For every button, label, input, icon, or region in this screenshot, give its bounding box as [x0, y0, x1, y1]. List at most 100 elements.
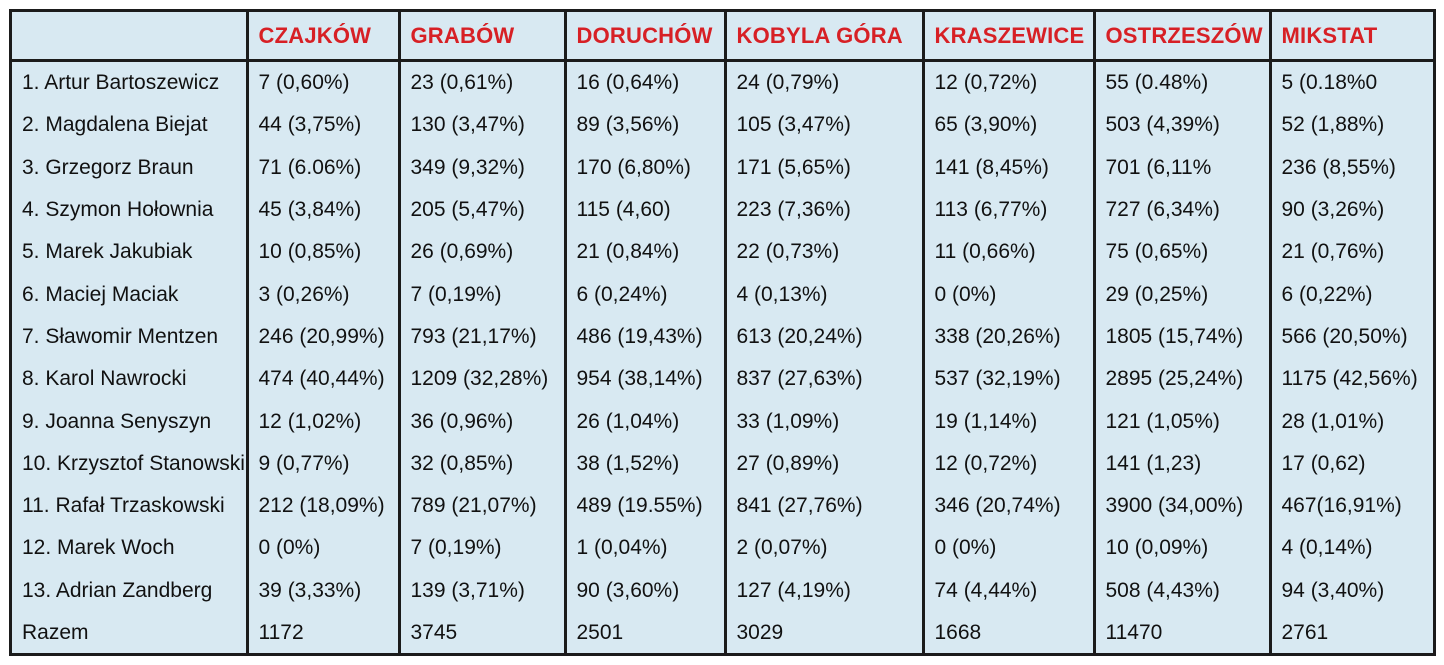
cell-grabow: 349 (9,32%): [399, 146, 567, 189]
cell-candidate: 12. Marek Woch: [12, 527, 249, 570]
cell-doruchow: 1 (0,04%): [565, 527, 727, 570]
cell-grabow: 7 (0,19%): [399, 527, 567, 570]
cell-kobyla-gora: 2 (0,07%): [725, 527, 925, 570]
cell-kobyla-gora: 223 (7,36%): [725, 188, 925, 232]
table-row: 4. Szymon Hołownia 45 (3,84%) 205 (5,47%) 1…: [12, 188, 1433, 232]
table-row: 7. Sławomir Mentzen 246 (20,99%) 793 (21,1…: [12, 315, 1433, 359]
cell-czajkow: 44 (3,75%): [247, 104, 401, 147]
cell-kobyla-gora: 613 (20,24%): [725, 315, 925, 359]
cell-czajkow: 9 (0,77%): [247, 442, 401, 485]
cell-kobyla-gora: 33 (1,09%): [725, 400, 925, 443]
cell-czajkow: 0 (0%): [247, 527, 401, 570]
cell-candidate: 3. Grzegorz Braun: [12, 146, 249, 189]
cell-mikstat: 2761: [1281, 621, 1329, 644]
cell-doruchow: 38 (1,52%): [565, 442, 727, 485]
header-cell-kobyla-gora: KOBYLA GÓRA: [725, 12, 925, 62]
cell-kobyla-gora: 22 (0,73%): [725, 231, 925, 274]
cell-kraszewice: 74 (4,44%): [923, 569, 1096, 612]
cell-doruchow: 954 (38,14%): [565, 358, 727, 401]
header-cell-mikstat: MIKSTAT: [1270, 12, 1433, 62]
header-cell-candidate: [12, 12, 249, 62]
cell-czajkow: 3 (0,26%): [247, 273, 401, 316]
table-row: 3. Grzegorz Braun 71 (6.06%) 349 (9,32%) 17…: [12, 146, 1433, 189]
cell-doruchow: 89 (3,56%): [565, 104, 727, 147]
cell-czajkow: 39 (3,33%): [247, 569, 401, 612]
cell-mikstat: 94 (3,40%): [1281, 578, 1385, 602]
cell-candidate: 6. Maciej Maciak: [12, 273, 249, 316]
cell-doruchow: 90 (3,60%): [565, 569, 727, 612]
table-row: 2. Magdalena Biejat 44 (3,75%) 130 (3,47%)…: [12, 104, 1433, 147]
cell-kraszewice: 12 (0,72%): [923, 442, 1096, 485]
header-cell-doruchow: DORUCHÓW: [565, 12, 727, 62]
cell-ostrzeszow: 508 (4,43%): [1094, 569, 1272, 612]
cell-doruchow: 489 (19.55%): [565, 484, 727, 528]
cell-kraszewice: 113 (6,77%): [923, 188, 1096, 232]
cell-ostrzeszow: 727 (6,34%): [1094, 188, 1272, 232]
cell-grabow: 23 (0,61%): [399, 60, 567, 105]
cell-doruchow: 6 (0,24%): [565, 273, 727, 316]
header-cell-grabow: GRABÓW: [399, 12, 567, 62]
cell-grabow: 1209 (32,28%): [399, 358, 567, 401]
cell-czajkow: 12 (1,02%): [247, 400, 401, 443]
cell-ostrzeszow: 503 (4,39%): [1094, 104, 1272, 147]
cell-candidate: 11. Rafał Trzaskowski: [12, 484, 249, 528]
cell-kraszewice: 1668: [923, 611, 1096, 655]
cell-kraszewice: 537 (32,19%): [923, 358, 1096, 401]
cell-ostrzeszow: 3900 (34,00%): [1094, 484, 1272, 528]
cell-candidate: 5. Marek Jakubiak: [12, 231, 249, 274]
cell-ostrzeszow: 75 (0,65%): [1094, 231, 1272, 274]
cell-candidate: 8. Karol Nawrocki: [12, 358, 249, 401]
cell-doruchow: 170 (6,80%): [565, 146, 727, 189]
cell-grabow: 7 (0,19%): [399, 273, 567, 316]
cell-kobyla-gora: 3029: [725, 611, 925, 655]
table-row: 1. Artur Bartoszewicz 7 (0,60%) 23 (0,61%)…: [12, 60, 1433, 105]
cell-doruchow: 486 (19,43%): [565, 315, 727, 359]
cell-candidate: Razem: [12, 611, 249, 655]
cell-mikstat: 5 (0.18%0: [1281, 71, 1378, 95]
table-row: 9. Joanna Senyszyn 12 (1,02%) 36 (0,96%) 26…: [12, 400, 1433, 443]
cell-mikstat: 236 (8,55%): [1281, 155, 1396, 179]
cell-doruchow: 26 (1,04%): [565, 400, 727, 443]
table-row: 10. Krzysztof Stanowski 9 (0,77%) 32 (0,85…: [12, 442, 1433, 485]
cell-czajkow: 474 (40,44%): [247, 358, 401, 401]
cell-candidate: 4. Szymon Hołownia: [12, 188, 249, 232]
cell-czajkow: 1172: [247, 611, 401, 655]
cell-mikstat: 467(16,91%): [1281, 494, 1402, 518]
cell-kobyla-gora: 841 (27,76%): [725, 484, 925, 528]
cell-kraszewice: 19 (1,14%): [923, 400, 1096, 443]
cell-ostrzeszow: 11470: [1094, 611, 1272, 655]
cell-ostrzeszow: 141 (1,23): [1094, 442, 1272, 485]
cell-kraszewice: 346 (20,74%): [923, 484, 1096, 528]
cell-ostrzeszow: 10 (0,09%): [1094, 527, 1272, 570]
cell-mikstat: 1175 (42,56%): [1281, 367, 1418, 391]
cell-grabow: 36 (0,96%): [399, 400, 567, 443]
cell-mikstat: 21 (0,76%): [1281, 240, 1385, 264]
cell-mikstat: 17 (0,62): [1281, 451, 1366, 475]
cell-grabow: 793 (21,17%): [399, 315, 567, 359]
cell-czajkow: 7 (0,60%): [247, 60, 401, 105]
header-cell-kraszewice: KRASZEWICE: [923, 12, 1096, 62]
table-body: 1. Artur Bartoszewicz 7 (0,60%) 23 (0,61%)…: [12, 60, 1433, 655]
cell-doruchow: 16 (0,64%): [565, 60, 727, 105]
cell-grabow: 26 (0,69%): [399, 231, 567, 274]
cell-grabow: 139 (3,71%): [399, 569, 567, 612]
cell-candidate: 2. Magdalena Biejat: [12, 104, 249, 147]
cell-grabow: 32 (0,85%): [399, 442, 567, 485]
table-row: 12. Marek Woch 0 (0%) 7 (0,19%) 1 (0,04%) 2 …: [12, 527, 1433, 570]
cell-kobyla-gora: 27 (0,89%): [725, 442, 925, 485]
cell-kraszewice: 0 (0%): [923, 273, 1096, 316]
cell-kobyla-gora: 171 (5,65%): [725, 146, 925, 189]
cell-kobyla-gora: 24 (0,79%): [725, 60, 925, 105]
cell-grabow: 205 (5,47%): [399, 188, 567, 232]
cell-doruchow: 21 (0,84%): [565, 231, 727, 274]
cell-kraszewice: 11 (0,66%): [923, 231, 1096, 274]
cell-grabow: 789 (21,07%): [399, 484, 567, 528]
cell-mikstat: 52 (1,88%): [1281, 113, 1385, 137]
cell-kobyla-gora: 4 (0,13%): [725, 273, 925, 316]
cell-kraszewice: 65 (3,90%): [923, 104, 1096, 147]
cell-ostrzeszow: 55 (0.48%): [1094, 60, 1272, 105]
cell-kobyla-gora: 105 (3,47%): [725, 104, 925, 147]
cell-candidate: 13. Adrian Zandberg: [12, 569, 249, 612]
header-row: CZAJKÓW GRABÓW DORUCHÓW KOBYLA GÓRA KRAS…: [12, 12, 1433, 62]
table-row: 8. Karol Nawrocki 474 (40,44%) 1209 (32,28…: [12, 358, 1433, 401]
